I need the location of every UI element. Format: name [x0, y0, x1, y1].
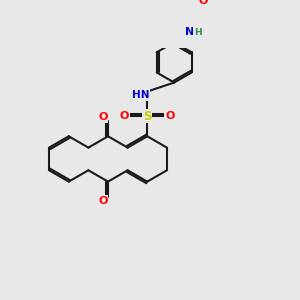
Text: N: N — [184, 27, 194, 37]
Text: H: H — [194, 28, 202, 37]
Text: O: O — [120, 111, 129, 121]
Text: S: S — [143, 110, 152, 123]
Text: HN: HN — [132, 90, 149, 100]
Text: O: O — [98, 196, 108, 206]
Text: O: O — [198, 0, 207, 6]
Text: O: O — [165, 111, 175, 121]
Text: O: O — [98, 112, 108, 122]
